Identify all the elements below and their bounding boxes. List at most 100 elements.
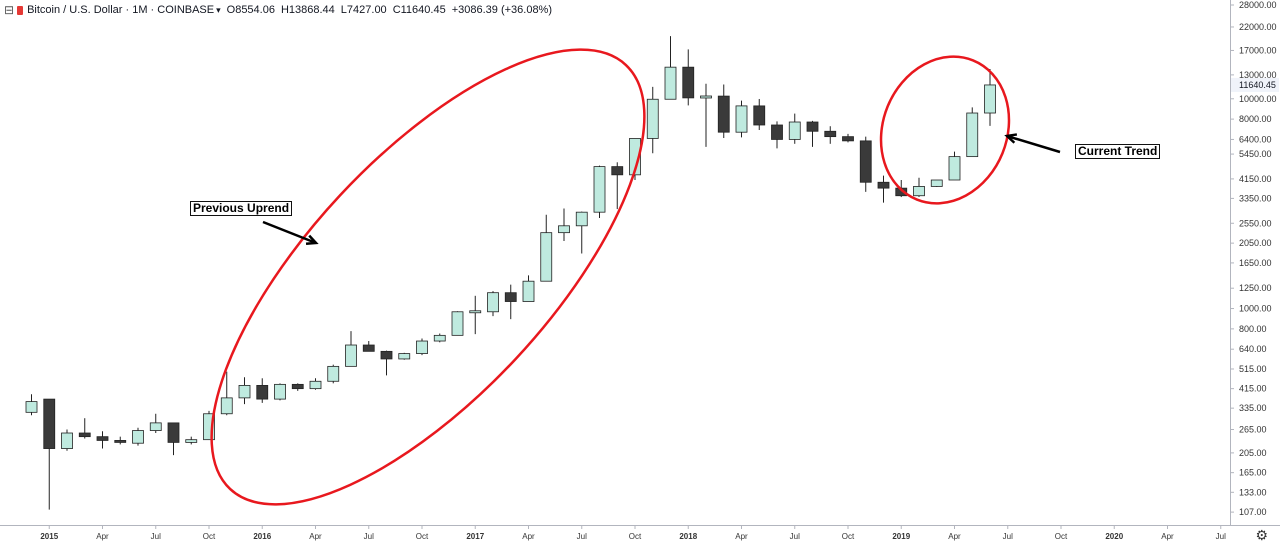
candle-body	[398, 353, 411, 360]
candle	[220, 371, 233, 416]
candle	[25, 394, 38, 416]
time-tick-label: Apr	[948, 532, 961, 541]
candle	[575, 211, 588, 254]
price-tick-label: 515.00	[1239, 364, 1267, 374]
time-tick-label: Jul	[1216, 532, 1226, 541]
time-axis[interactable]: 2015 Apr Jul Oct 2016 Apr Jul Oct 2017 Apr Jul Oct 2…	[0, 525, 1280, 541]
candle-body	[96, 436, 109, 441]
candle-body	[646, 98, 659, 139]
candle	[948, 151, 961, 181]
candle-body	[433, 334, 446, 342]
close-value: C11640.45	[392, 4, 446, 16]
price-tick-label: 1650.00	[1239, 258, 1272, 268]
change-value: +3086.39 (+36.08%)	[451, 4, 553, 16]
previous-uptrend-label[interactable]: Previous Uprend	[190, 201, 293, 216]
candle	[753, 98, 766, 130]
candle-body	[416, 340, 428, 354]
candle-body	[309, 380, 322, 390]
candle-body	[877, 181, 890, 189]
open-value: O8554.06	[226, 4, 275, 16]
candle	[717, 84, 730, 139]
time-tick-label: 2017	[466, 532, 484, 541]
price-tick-label: 1000.00	[1239, 304, 1272, 314]
arrow-head	[305, 234, 319, 245]
price-tick-label: 2050.00	[1239, 238, 1272, 248]
time-tick-label: 2016	[253, 532, 271, 541]
candle-body	[806, 121, 819, 132]
candle-body	[753, 105, 766, 126]
candle	[149, 413, 162, 434]
candle	[238, 377, 251, 405]
coinbase-logo-icon	[17, 5, 24, 15]
chevron-down-icon[interactable]: ▾	[216, 4, 221, 15]
time-tick-label: Oct	[203, 532, 216, 541]
candle-body	[895, 187, 908, 197]
price-tick-label: 205.00	[1239, 448, 1267, 458]
arrow-shaft	[1006, 134, 1061, 154]
candle-body	[859, 140, 872, 183]
candle-body	[220, 397, 233, 415]
time-tick-label: Apr	[309, 532, 322, 541]
candle-body	[291, 383, 304, 390]
candle	[913, 177, 925, 198]
time-tick-label: Apr	[1161, 532, 1174, 541]
candle-body	[451, 311, 464, 336]
candle	[646, 86, 659, 154]
candle-body	[114, 440, 127, 443]
candle	[167, 422, 180, 456]
candle	[771, 121, 783, 149]
time-tick-label: Jul	[364, 532, 374, 541]
candle	[96, 431, 109, 449]
candle-body	[504, 292, 517, 302]
price-tick-label: 2550.00	[1239, 218, 1272, 228]
candle	[700, 83, 712, 147]
candle	[274, 383, 286, 401]
time-tick-label: 2018	[679, 532, 697, 541]
candle	[416, 338, 428, 356]
candle	[345, 331, 357, 367]
price-tick-label: 415.00	[1239, 384, 1267, 394]
candle	[203, 410, 215, 441]
candle-body	[238, 385, 251, 399]
time-tick-label: Jul	[790, 532, 800, 541]
candle-body	[913, 186, 925, 197]
current-trend-label[interactable]: Current Trend	[1075, 144, 1161, 159]
symbol-title[interactable]: Bitcoin / U.S. Dollar · 1M · COINBASE	[27, 4, 215, 16]
candle-body	[558, 225, 570, 234]
price-tick-label: 640.00	[1239, 344, 1267, 354]
candle	[132, 427, 144, 446]
price-axis[interactable]: 107.00 133.00 165.00 205.00 265.00 335.00 415.…	[1230, 0, 1279, 525]
price-tick-label: 28000.00	[1239, 0, 1277, 10]
candle-body	[345, 344, 357, 367]
time-tick-label: Apr	[96, 532, 109, 541]
candle	[114, 436, 127, 445]
last-price-label-bg	[1231, 77, 1279, 92]
candle-body	[593, 166, 606, 213]
candle	[877, 175, 890, 203]
chart-toggle-icon[interactable]: ⊟	[4, 3, 15, 17]
candle-body	[948, 156, 961, 181]
candle-body	[203, 413, 215, 441]
candle	[43, 398, 56, 510]
candle-body	[362, 344, 375, 352]
candle	[185, 436, 198, 445]
settings-gear-icon[interactable]: ⚙	[1255, 527, 1268, 543]
price-tick-label: 335.00	[1239, 403, 1267, 413]
price-tick-label: 133.00	[1239, 487, 1267, 497]
candle-body	[185, 439, 198, 443]
candle-body	[788, 121, 801, 140]
candle-body	[664, 66, 677, 100]
candle-body	[132, 430, 144, 444]
candle-body	[78, 432, 91, 438]
candle	[984, 68, 996, 126]
current-trend-ellipse	[879, 55, 1011, 205]
candle	[859, 136, 872, 192]
candle-body	[984, 84, 996, 114]
candle	[611, 162, 624, 210]
price-tick-label: 5450.00	[1239, 149, 1272, 159]
time-tick-label: Jul	[1003, 532, 1013, 541]
last-price-label: 11640.45	[1239, 80, 1276, 90]
price-tick-label: 800.00	[1239, 324, 1267, 334]
candle-body	[540, 232, 553, 282]
